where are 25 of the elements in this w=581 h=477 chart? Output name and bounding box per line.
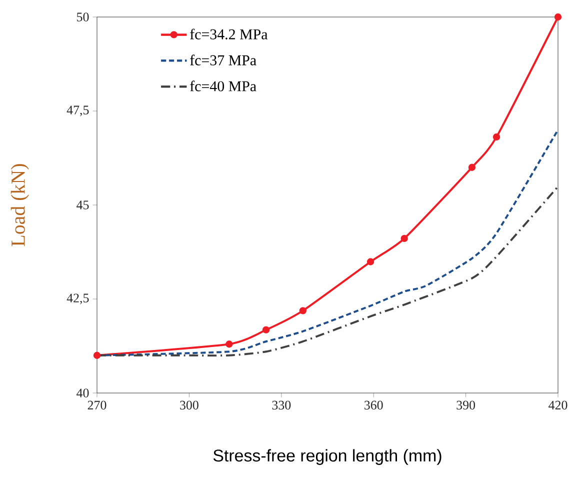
y-tick-label: 45 bbox=[76, 200, 89, 210]
x-tick-label: 330 bbox=[272, 400, 291, 410]
y-tick-label: 40 bbox=[76, 388, 89, 398]
y-tick-label: 42,5 bbox=[66, 294, 89, 304]
legend-label: fc=37 MPa bbox=[190, 54, 256, 66]
point bbox=[492, 133, 500, 141]
point bbox=[299, 307, 307, 314]
legend-label: fc=34.2 MPa bbox=[190, 28, 268, 40]
x-tick-label: 420 bbox=[548, 400, 568, 410]
x-tick-label: 390 bbox=[456, 400, 476, 410]
point bbox=[93, 352, 101, 359]
point bbox=[366, 258, 374, 266]
point bbox=[262, 326, 270, 334]
point bbox=[554, 13, 562, 21]
y-tick-label: 50 bbox=[77, 12, 89, 22]
x-tick-label: 270 bbox=[88, 400, 106, 410]
x-tick-label: 300 bbox=[180, 400, 198, 410]
point bbox=[400, 234, 408, 242]
y-tick-label: 47,5 bbox=[66, 106, 89, 116]
point bbox=[468, 164, 476, 171]
x-tick-label: 360 bbox=[364, 400, 383, 410]
x-axis-title: Stress-free region length (mm) bbox=[213, 449, 442, 465]
legend-label: fc=40 MPa bbox=[190, 80, 256, 92]
point bbox=[226, 340, 233, 348]
y-axis-title: Load (kN) bbox=[10, 164, 29, 246]
